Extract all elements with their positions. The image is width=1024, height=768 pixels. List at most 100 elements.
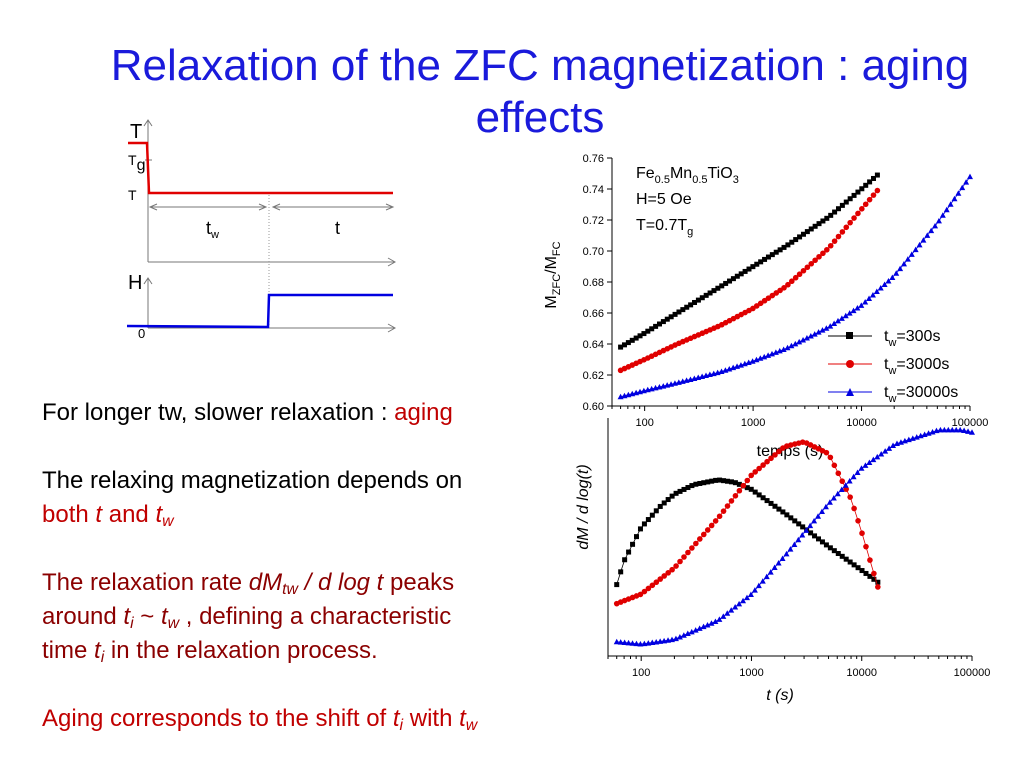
chart1-point xyxy=(959,184,966,191)
chart1-point xyxy=(796,338,803,345)
chart2-point xyxy=(743,594,750,601)
protocol-h-zero-label: 0 xyxy=(138,326,145,341)
chart1-point xyxy=(804,229,810,235)
chart1-point xyxy=(762,256,768,262)
chart2-point xyxy=(736,481,742,487)
text-rate-dm-sub: tw xyxy=(282,581,298,598)
chart1-point xyxy=(796,271,803,278)
text-shift-a: Aging corresponds to the shift of xyxy=(42,705,393,732)
text-shift-tw: t xyxy=(459,705,466,732)
text-around-b: ~ xyxy=(133,603,161,630)
slide-title: Relaxation of the ZFC magnetization : ag… xyxy=(40,40,1024,144)
chart1-point xyxy=(746,266,752,272)
chart2-point xyxy=(941,426,948,433)
chart2-point xyxy=(626,549,632,555)
chart2-point xyxy=(705,479,711,485)
chart2-point xyxy=(689,545,695,551)
chart1-point xyxy=(854,305,861,311)
chart2-point xyxy=(677,488,683,494)
chart2-point xyxy=(657,503,663,509)
chart1-point xyxy=(784,344,791,351)
chart2-point xyxy=(672,635,679,642)
chart2-point xyxy=(625,639,632,646)
chart2-point xyxy=(826,499,833,505)
chart2-point xyxy=(772,503,778,509)
chart1-point xyxy=(785,281,791,288)
chart2-series-2 xyxy=(613,426,975,647)
chart2-point xyxy=(871,570,877,577)
chart1-point xyxy=(656,321,662,327)
chart2-point xyxy=(839,553,845,559)
text-around-a: around xyxy=(42,603,124,630)
chart1-point xyxy=(641,331,647,337)
chart1-point xyxy=(707,290,713,296)
chart1-y-tick-label: 0.68 xyxy=(583,277,604,289)
chart1-point xyxy=(851,215,857,221)
chart2-point xyxy=(732,493,739,499)
chart2-point xyxy=(791,541,798,547)
chart2-point xyxy=(787,546,794,552)
chart2-point xyxy=(680,632,687,638)
chart2-point xyxy=(713,477,719,483)
chart2-point xyxy=(815,513,822,519)
chart1-x-tick-label: 100000 xyxy=(952,417,989,429)
chart1-y-tick-label: 0.72 xyxy=(583,215,604,227)
text-line-shift: Aging corresponds to the shift of ti wit… xyxy=(42,702,477,743)
text-line1-highlight: aging xyxy=(394,399,453,426)
chart1-point xyxy=(850,307,857,314)
chart2-point xyxy=(720,613,727,619)
chart2-point xyxy=(692,627,699,633)
chart1-point xyxy=(824,246,830,253)
slide-title-line2: effects xyxy=(475,93,605,142)
chart2-point xyxy=(744,477,751,484)
chart1-point xyxy=(680,307,686,313)
chart2-point xyxy=(874,453,881,460)
chart1-point xyxy=(765,352,772,358)
chart2-point xyxy=(724,503,731,509)
chart1-point xyxy=(881,281,888,287)
chart2-point xyxy=(621,639,628,645)
chart2-point xyxy=(776,506,782,512)
legend-item-tw30000: tw=30000s xyxy=(828,384,958,405)
chart1-point xyxy=(816,253,822,260)
chart1-point xyxy=(823,325,830,331)
chart2-point xyxy=(740,482,747,489)
chart1-point xyxy=(816,221,822,227)
protocol-tw-label: tw xyxy=(206,218,219,241)
chart1-point xyxy=(672,311,678,317)
chart1-point xyxy=(943,206,950,213)
chart2-point xyxy=(772,452,778,458)
chart1-point xyxy=(734,273,740,279)
slide-title-line1: Relaxation of the ZFC magnetization : ag… xyxy=(110,41,970,90)
chart2-point xyxy=(827,545,833,551)
chart2-point xyxy=(870,456,877,463)
chart2-point xyxy=(965,428,972,434)
text-around-ti: t xyxy=(123,603,131,630)
chart2-point xyxy=(788,515,794,521)
chart2-point xyxy=(704,527,711,533)
chart1-point xyxy=(715,285,721,291)
chart2-point xyxy=(800,524,806,530)
chart2-point xyxy=(689,483,695,489)
chart2-point xyxy=(751,587,758,593)
chart1-point xyxy=(862,201,869,208)
chart2-point xyxy=(855,565,861,571)
chart1-point xyxy=(618,344,624,350)
chart1-point xyxy=(773,249,779,255)
chart2-point xyxy=(863,543,869,550)
chart2-point xyxy=(700,623,707,630)
chart1-point xyxy=(800,336,807,343)
chart2-point xyxy=(633,640,640,647)
chart2-point xyxy=(867,557,873,563)
chart2-point xyxy=(862,462,869,468)
chart2-point xyxy=(759,578,766,584)
chart2-point xyxy=(697,480,703,486)
chart2-point xyxy=(764,498,770,504)
chart1-point xyxy=(804,264,811,271)
chart2-point xyxy=(673,563,679,569)
chart1-point xyxy=(812,257,818,264)
chart2-point xyxy=(630,541,636,547)
chart2-point xyxy=(822,503,829,510)
